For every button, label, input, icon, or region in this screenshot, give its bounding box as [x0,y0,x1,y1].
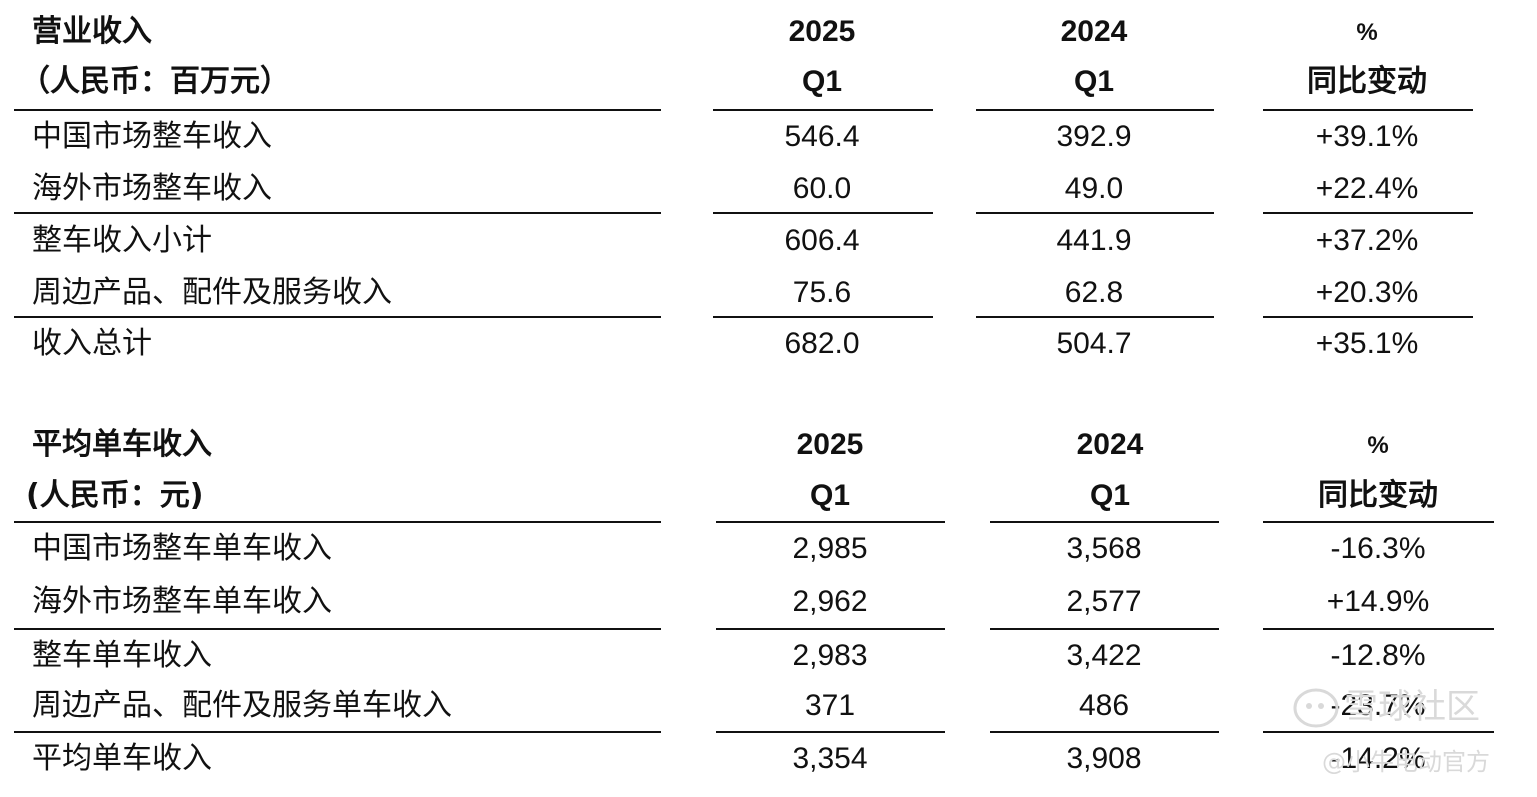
section-rule [976,212,1214,214]
value-2024: 3,908 [1066,742,1142,775]
value-yoy: -16.3% [1330,532,1426,565]
section-rule [713,316,933,318]
section-rule [990,628,1219,630]
value-2025: 2,985 [792,532,868,565]
col-header-quarter: Q1 [809,479,851,512]
col-header-year: 2024 [1060,15,1128,48]
row-label: 整车收入小计 [32,223,212,258]
table-unit: （人民币：百万元） [20,64,290,99]
header-rule [990,521,1219,523]
value-2025: 3,354 [792,742,868,775]
value-yoy: -12.8% [1330,639,1426,672]
table-title: 平均单车收入 [32,427,212,462]
row-label: 周边产品、配件及服务单车收入 [32,688,452,723]
value-2024: 2,577 [1066,585,1142,618]
row-label: 海外市场整车收入 [32,171,272,206]
col-header-year: 2025 [796,428,864,461]
value-yoy: +35.1% [1315,327,1419,360]
value-2024: 504.7 [1056,327,1132,360]
value-yoy: -23.7% [1330,689,1426,722]
section-rule [990,731,1219,733]
header-rule [14,109,661,111]
section-rule [14,316,661,318]
section-rule [713,212,933,214]
col-header-yoy-change: 同比变动 [1307,64,1427,99]
col-header-percent: % [1356,19,1378,46]
section-rule [14,628,661,630]
value-yoy: +20.3% [1315,276,1419,309]
table-title: 营业收入 [32,14,152,49]
value-yoy: +37.2% [1315,224,1419,257]
section-rule [716,731,945,733]
section-rule [976,316,1214,318]
row-label: 中国市场整车收入 [32,119,272,154]
value-yoy: +22.4% [1315,172,1419,205]
section-rule [1263,316,1473,318]
value-2024: 49.0 [1064,172,1124,205]
col-header-quarter: Q1 [801,65,843,98]
section-rule [14,731,661,733]
value-2025: 2,983 [792,639,868,672]
section-rule [14,212,661,214]
header-rule [716,521,945,523]
value-yoy: +39.1% [1315,120,1419,153]
section-rule [1263,628,1494,630]
value-2024: 486 [1078,689,1130,722]
value-2024: 392.9 [1056,120,1132,153]
value-2025: 75.6 [792,276,852,309]
col-header-percent: % [1367,432,1389,459]
row-label: 周边产品、配件及服务收入 [32,275,392,310]
row-label: 海外市场整车单车收入 [32,584,332,619]
header-rule [14,521,661,523]
header-rule [1263,109,1473,111]
value-2025: 682.0 [784,327,860,360]
col-header-quarter: Q1 [1089,479,1131,512]
watermark-author: @小牛电动官方 [1322,748,1490,776]
section-rule [716,628,945,630]
value-2024: 3,422 [1066,639,1142,672]
value-2025: 2,962 [792,585,868,618]
value-2025: 606.4 [784,224,860,257]
header-rule [976,109,1214,111]
col-header-year: 2025 [788,15,856,48]
value-yoy: -14.2% [1330,742,1426,775]
section-rule [1263,731,1494,733]
col-header-year: 2024 [1076,428,1144,461]
value-2024: 62.8 [1064,276,1124,309]
row-label: 收入总计 [32,326,152,361]
row-label: 中国市场整车单车收入 [32,531,332,566]
header-rule [713,109,933,111]
value-2025: 371 [804,689,856,722]
row-label: 整车单车收入 [32,638,212,673]
table-unit: (人民币：元) [26,478,204,513]
section-rule [1263,212,1473,214]
value-2024: 3,568 [1066,532,1142,565]
value-2024: 441.9 [1056,224,1132,257]
value-yoy: +14.9% [1326,585,1430,618]
col-header-yoy-change: 同比变动 [1318,478,1438,513]
value-2025: 60.0 [792,172,852,205]
header-rule [1263,521,1494,523]
row-label: 平均单车收入 [32,741,212,776]
col-header-quarter: Q1 [1073,65,1115,98]
watermark-site: 雪球社区 [1344,687,1480,727]
snowball-logo-icon [1293,688,1339,728]
value-2025: 546.4 [784,120,860,153]
